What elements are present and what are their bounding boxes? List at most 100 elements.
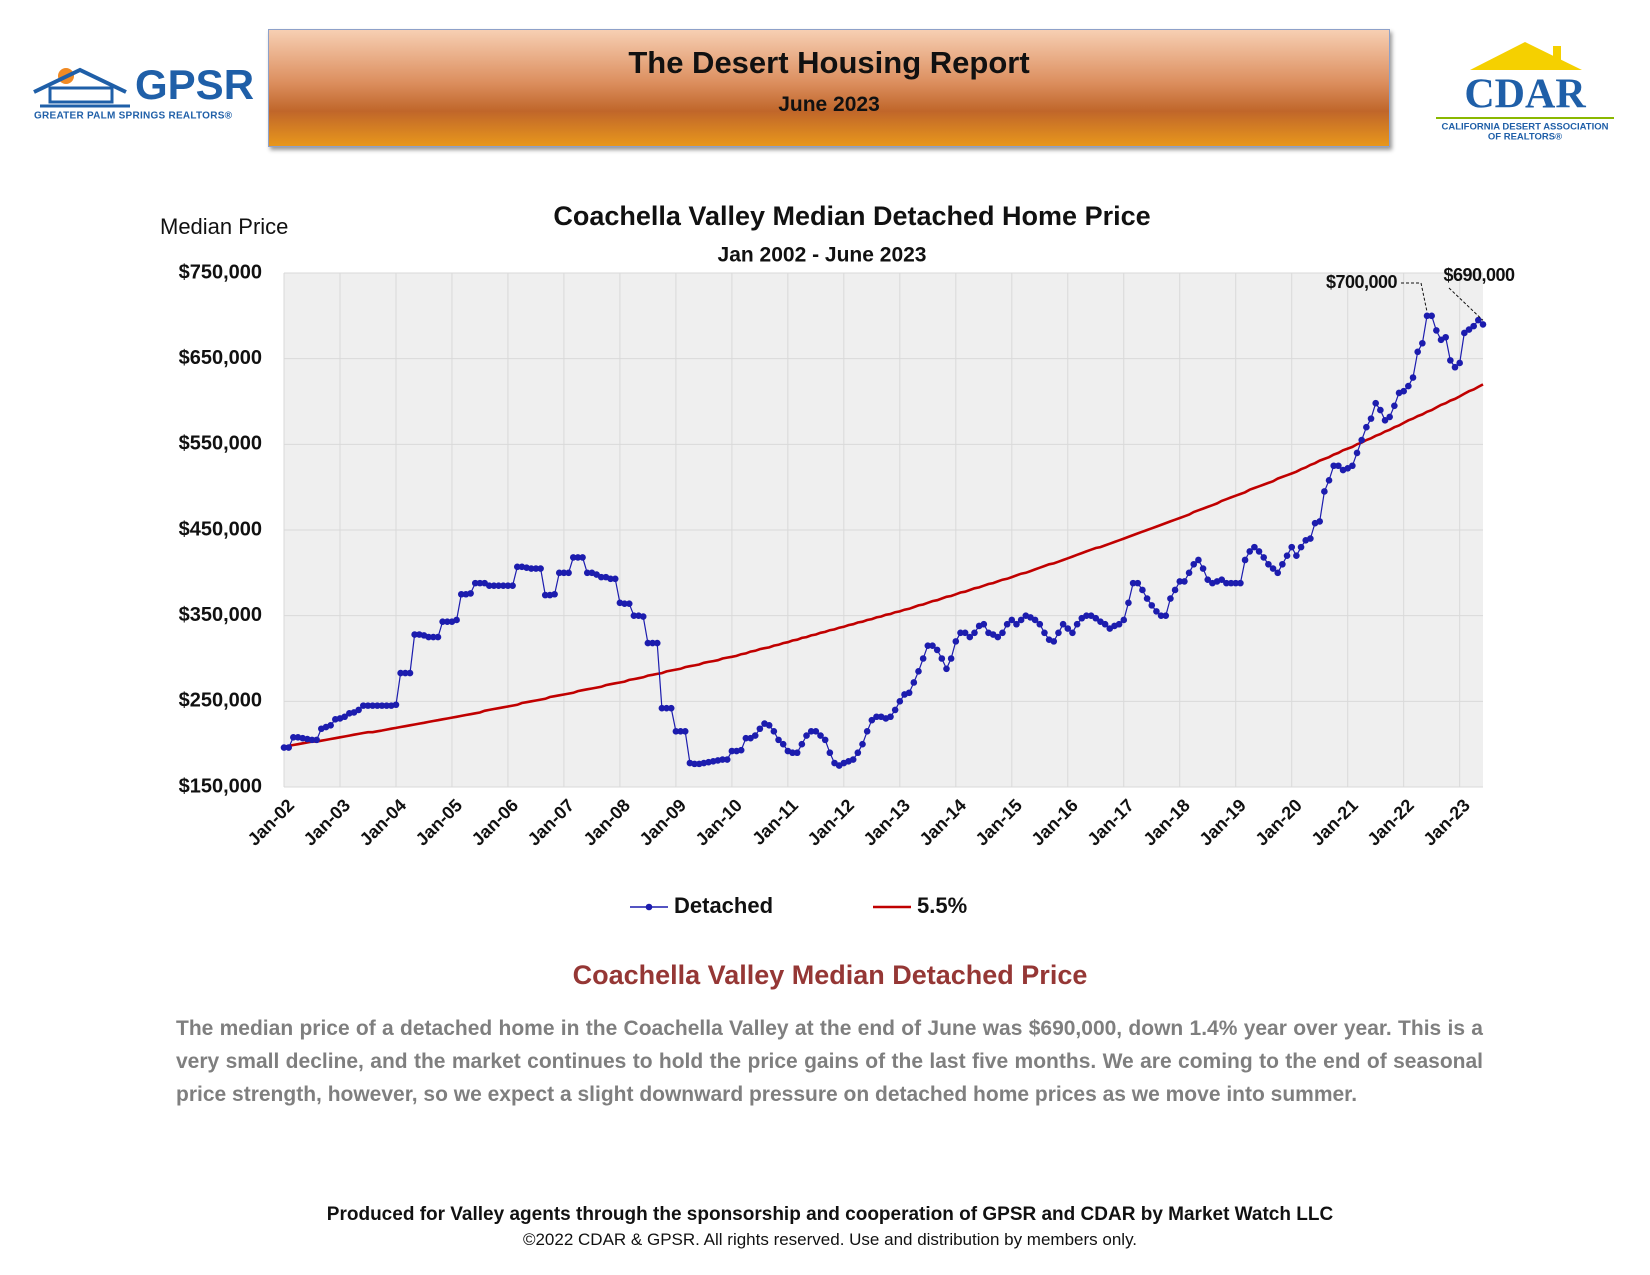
data-point <box>1185 569 1193 577</box>
data-point <box>859 740 866 748</box>
data-point <box>308 736 316 744</box>
data-point <box>1181 578 1188 585</box>
data-point <box>1409 374 1417 381</box>
data-point <box>537 565 544 572</box>
data-point <box>1381 417 1389 424</box>
data-point <box>485 582 493 589</box>
x-tick-label: Jan-13 <box>860 795 914 849</box>
data-point <box>658 704 666 712</box>
data-point <box>1349 462 1356 470</box>
data-point <box>1083 612 1090 619</box>
data-point <box>364 702 372 709</box>
annotation-label: $700,000 <box>1326 272 1398 292</box>
data-point <box>1199 565 1207 572</box>
data-point <box>355 706 362 714</box>
data-point <box>639 613 647 620</box>
data-point <box>1139 586 1146 594</box>
data-point <box>775 736 782 744</box>
data-point <box>1461 329 1468 337</box>
data-point <box>793 749 801 757</box>
data-point <box>1134 579 1142 587</box>
data-point <box>681 728 689 735</box>
data-point <box>994 633 1002 641</box>
data-point <box>1358 436 1366 444</box>
data-point <box>849 756 857 763</box>
data-point <box>1456 359 1463 367</box>
data-point <box>1036 620 1044 628</box>
data-point <box>868 716 876 724</box>
data-point <box>1008 616 1016 624</box>
x-tick-label: Jan-17 <box>1083 795 1137 849</box>
data-point <box>383 702 390 709</box>
data-point <box>952 638 960 645</box>
data-point <box>672 728 680 735</box>
data-point <box>947 655 955 662</box>
data-point <box>1335 462 1342 470</box>
data-point <box>569 554 577 561</box>
data-point <box>943 665 950 673</box>
data-point <box>728 747 736 755</box>
data-point <box>1353 449 1361 457</box>
data-point <box>313 736 320 744</box>
data-point <box>653 639 661 647</box>
data-point <box>1073 620 1081 628</box>
data-point <box>779 740 787 748</box>
data-point <box>957 629 964 637</box>
data-point <box>765 722 773 729</box>
x-tick-label: Jan-09 <box>636 795 690 849</box>
data-point <box>378 702 386 709</box>
data-point <box>625 600 633 607</box>
data-point <box>803 732 810 739</box>
data-point <box>789 749 796 757</box>
y-axis-title: Median Price <box>160 214 288 239</box>
data-point <box>1171 586 1179 594</box>
data-point <box>541 591 549 599</box>
logo-name: CDAR <box>1464 72 1586 118</box>
data-point <box>1204 576 1212 583</box>
data-point <box>756 725 764 733</box>
data-point <box>1129 579 1137 587</box>
cdar-logo: CDAR CALIFORNIA DESERT ASSOCIATION OF RE… <box>1436 42 1614 143</box>
data-point <box>467 590 474 597</box>
data-point <box>1125 599 1132 607</box>
series-line <box>283 383 1484 748</box>
data-point <box>1101 620 1109 628</box>
data-point <box>1260 554 1268 561</box>
data-point <box>1241 556 1249 564</box>
x-tick-label: Jan-03 <box>300 795 354 849</box>
data-point <box>397 669 404 677</box>
data-point <box>905 689 913 697</box>
data-point <box>1069 629 1076 637</box>
data-point <box>453 616 460 624</box>
data-point <box>971 629 978 637</box>
data-point <box>630 612 638 619</box>
data-point <box>938 655 946 662</box>
data-point <box>425 633 432 641</box>
data-point <box>896 698 904 705</box>
data-point <box>513 563 521 571</box>
data-point <box>1148 602 1156 609</box>
y-tick-label: $750,000 <box>179 261 262 283</box>
data-point <box>1120 616 1128 624</box>
data-point <box>1419 339 1426 347</box>
data-point <box>1269 565 1277 572</box>
x-tick-label: Jan-15 <box>972 795 1026 849</box>
data-point <box>1143 595 1151 602</box>
data-point <box>1050 638 1058 645</box>
data-point <box>1218 576 1226 583</box>
data-point <box>1246 548 1254 555</box>
data-point <box>915 668 922 675</box>
data-point <box>490 582 498 589</box>
data-point <box>392 701 400 709</box>
data-point <box>1321 488 1328 495</box>
data-point <box>667 704 675 712</box>
legend-label: 5.5% <box>917 893 967 918</box>
data-point <box>999 629 1006 637</box>
annotation-leader <box>1401 282 1428 312</box>
data-point <box>1237 579 1244 587</box>
annotation-label: $690,000 <box>1443 265 1515 285</box>
data-point <box>411 631 418 638</box>
data-point <box>1031 616 1039 624</box>
y-tick-label: $150,000 <box>179 775 262 797</box>
